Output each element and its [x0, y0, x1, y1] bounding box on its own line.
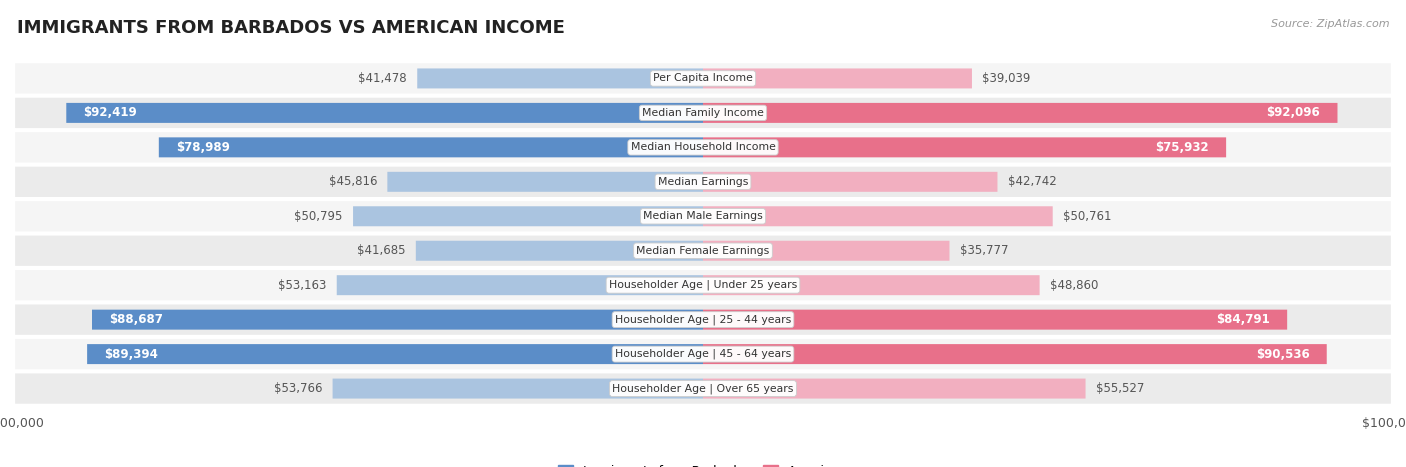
- FancyBboxPatch shape: [337, 275, 703, 295]
- FancyBboxPatch shape: [14, 62, 1392, 95]
- Text: Householder Age | Over 65 years: Householder Age | Over 65 years: [612, 383, 794, 394]
- Text: Median Earnings: Median Earnings: [658, 177, 748, 187]
- Text: $75,932: $75,932: [1156, 141, 1209, 154]
- FancyBboxPatch shape: [333, 379, 703, 398]
- Text: Householder Age | 25 - 44 years: Householder Age | 25 - 44 years: [614, 314, 792, 325]
- FancyBboxPatch shape: [353, 206, 703, 226]
- Text: $92,096: $92,096: [1267, 106, 1320, 120]
- Text: Median Male Earnings: Median Male Earnings: [643, 211, 763, 221]
- Text: Median Household Income: Median Household Income: [630, 142, 776, 152]
- FancyBboxPatch shape: [703, 344, 1327, 364]
- Text: $50,795: $50,795: [294, 210, 343, 223]
- FancyBboxPatch shape: [14, 269, 1392, 301]
- FancyBboxPatch shape: [418, 69, 703, 88]
- Text: $53,163: $53,163: [278, 279, 326, 292]
- Legend: Immigrants from Barbados, American: Immigrants from Barbados, American: [553, 460, 853, 467]
- Text: Median Female Earnings: Median Female Earnings: [637, 246, 769, 256]
- FancyBboxPatch shape: [14, 338, 1392, 370]
- Text: IMMIGRANTS FROM BARBADOS VS AMERICAN INCOME: IMMIGRANTS FROM BARBADOS VS AMERICAN INC…: [17, 19, 565, 37]
- Text: $53,766: $53,766: [274, 382, 322, 395]
- Text: $35,777: $35,777: [960, 244, 1008, 257]
- FancyBboxPatch shape: [14, 200, 1392, 233]
- FancyBboxPatch shape: [14, 131, 1392, 163]
- Text: $92,419: $92,419: [83, 106, 138, 120]
- FancyBboxPatch shape: [388, 172, 703, 192]
- Text: $89,394: $89,394: [104, 347, 159, 361]
- FancyBboxPatch shape: [14, 97, 1392, 129]
- FancyBboxPatch shape: [703, 379, 1085, 398]
- FancyBboxPatch shape: [159, 137, 703, 157]
- FancyBboxPatch shape: [703, 137, 1226, 157]
- FancyBboxPatch shape: [703, 206, 1053, 226]
- Text: Median Family Income: Median Family Income: [643, 108, 763, 118]
- FancyBboxPatch shape: [14, 166, 1392, 198]
- FancyBboxPatch shape: [703, 275, 1039, 295]
- FancyBboxPatch shape: [14, 372, 1392, 405]
- Text: $42,742: $42,742: [1008, 175, 1056, 188]
- Text: Householder Age | Under 25 years: Householder Age | Under 25 years: [609, 280, 797, 290]
- FancyBboxPatch shape: [416, 241, 703, 261]
- Text: $88,687: $88,687: [110, 313, 163, 326]
- FancyBboxPatch shape: [703, 172, 997, 192]
- Text: $90,536: $90,536: [1256, 347, 1309, 361]
- Text: $55,527: $55,527: [1095, 382, 1144, 395]
- Text: $39,039: $39,039: [983, 72, 1031, 85]
- FancyBboxPatch shape: [14, 304, 1392, 336]
- FancyBboxPatch shape: [14, 234, 1392, 267]
- Text: $78,989: $78,989: [176, 141, 231, 154]
- Text: Source: ZipAtlas.com: Source: ZipAtlas.com: [1271, 19, 1389, 28]
- Text: $45,816: $45,816: [329, 175, 377, 188]
- FancyBboxPatch shape: [91, 310, 703, 330]
- Text: $41,685: $41,685: [357, 244, 405, 257]
- FancyBboxPatch shape: [703, 103, 1337, 123]
- FancyBboxPatch shape: [703, 69, 972, 88]
- FancyBboxPatch shape: [66, 103, 703, 123]
- FancyBboxPatch shape: [703, 310, 1286, 330]
- Text: $41,478: $41,478: [359, 72, 406, 85]
- FancyBboxPatch shape: [703, 241, 949, 261]
- FancyBboxPatch shape: [87, 344, 703, 364]
- Text: $48,860: $48,860: [1050, 279, 1098, 292]
- Text: Per Capita Income: Per Capita Income: [652, 73, 754, 84]
- Text: $84,791: $84,791: [1216, 313, 1270, 326]
- Text: Householder Age | 45 - 64 years: Householder Age | 45 - 64 years: [614, 349, 792, 359]
- Text: $50,761: $50,761: [1063, 210, 1112, 223]
